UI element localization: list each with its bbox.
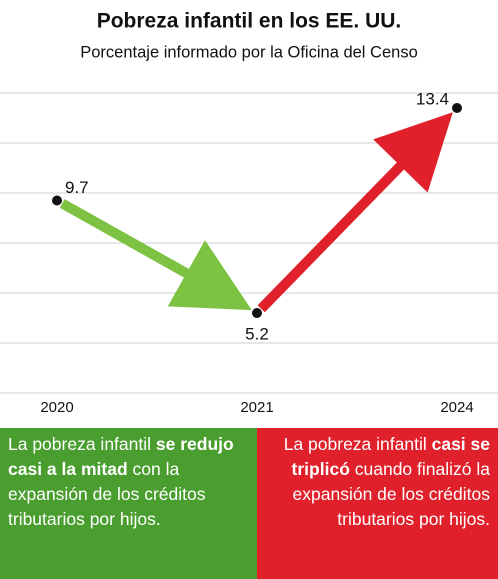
notes: La pobreza infantil se redujo casi a la …	[0, 428, 498, 579]
note-panel: La pobreza infantil se redujo casi a la …	[0, 428, 257, 579]
x-tick-label: 2020	[40, 399, 73, 416]
chart: Pobreza infantil en los EE. UU. Porcenta…	[0, 10, 498, 416]
arrow	[257, 112, 453, 313]
note-text: con la expansión de los créditos tributa…	[8, 459, 206, 529]
x-tick-label: 2024	[440, 399, 473, 416]
point	[452, 103, 462, 113]
note-text: se redujo casi a la mitad	[8, 434, 234, 479]
x-tick-label: 2021	[240, 399, 273, 416]
arrow	[59, 199, 252, 311]
point	[252, 308, 262, 318]
note-text: La pobreza infantil	[283, 434, 432, 454]
data-label: 13.4	[416, 89, 449, 108]
data-label: 9.7	[65, 178, 89, 197]
data-label: 5.2	[245, 324, 269, 343]
note-text: La pobreza infantil	[8, 434, 156, 454]
note-panel: La pobreza infantil casi se triplicó cua…	[257, 428, 498, 579]
note-text: casi se triplicó	[291, 434, 490, 479]
chart-title: Pobreza infantil en los EE. UU.	[97, 10, 402, 33]
note-text: cuando finalizó la expansión de los créd…	[292, 459, 490, 529]
point	[52, 195, 62, 206]
chart-subtitle: Porcentaje informado por la Oficina del …	[80, 43, 418, 61]
